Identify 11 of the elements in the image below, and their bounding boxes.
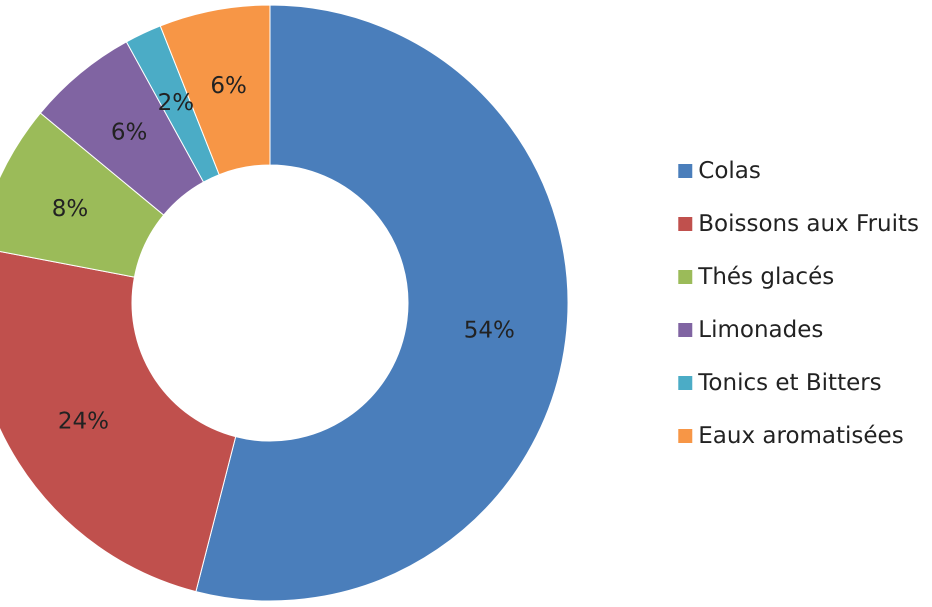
data-label: 24% [58, 408, 109, 434]
legend-label: Limonades [698, 317, 824, 343]
data-label: 6% [210, 72, 247, 99]
legend-label: Boissons aux Fruits [698, 211, 920, 237]
legend-label: Thés glacés [697, 264, 834, 290]
data-label: 6% [110, 120, 148, 146]
legend-label: Eaux aromatisées [698, 423, 904, 449]
legend-label: Tonics et Bitters [697, 370, 882, 396]
legend-label: Colas [698, 158, 761, 184]
data-label: 54% [464, 318, 515, 344]
data-label: 8% [52, 196, 88, 222]
